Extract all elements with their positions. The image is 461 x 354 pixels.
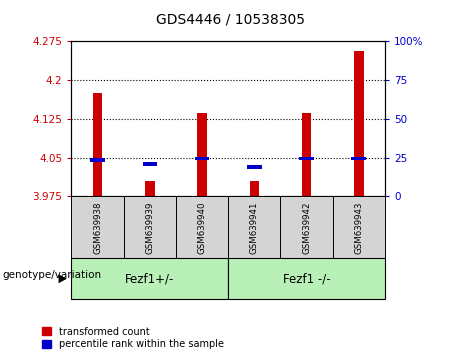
Bar: [351, 157, 366, 160]
Bar: [247, 165, 262, 169]
Legend: transformed count, percentile rank within the sample: transformed count, percentile rank withi…: [42, 327, 224, 349]
Bar: [354, 51, 364, 196]
Text: GSM639941: GSM639941: [250, 201, 259, 254]
Bar: [145, 181, 154, 196]
Text: Fezf1+/-: Fezf1+/-: [125, 272, 175, 285]
Text: GSM639942: GSM639942: [302, 201, 311, 254]
Bar: [299, 157, 314, 160]
Text: Fezf1 -/-: Fezf1 -/-: [283, 272, 331, 285]
Bar: [249, 181, 259, 196]
Text: GDS4446 / 10538305: GDS4446 / 10538305: [156, 12, 305, 27]
Bar: [302, 113, 311, 196]
Bar: [195, 157, 209, 160]
Polygon shape: [59, 274, 67, 283]
Text: GSM639943: GSM639943: [355, 201, 363, 254]
Text: GSM639938: GSM639938: [93, 201, 102, 254]
Bar: [90, 158, 105, 162]
Bar: [93, 93, 102, 196]
Text: GSM639939: GSM639939: [145, 201, 154, 253]
Bar: [142, 162, 157, 166]
Text: GSM639940: GSM639940: [198, 201, 207, 254]
Text: genotype/variation: genotype/variation: [2, 269, 101, 280]
Bar: [197, 113, 207, 196]
